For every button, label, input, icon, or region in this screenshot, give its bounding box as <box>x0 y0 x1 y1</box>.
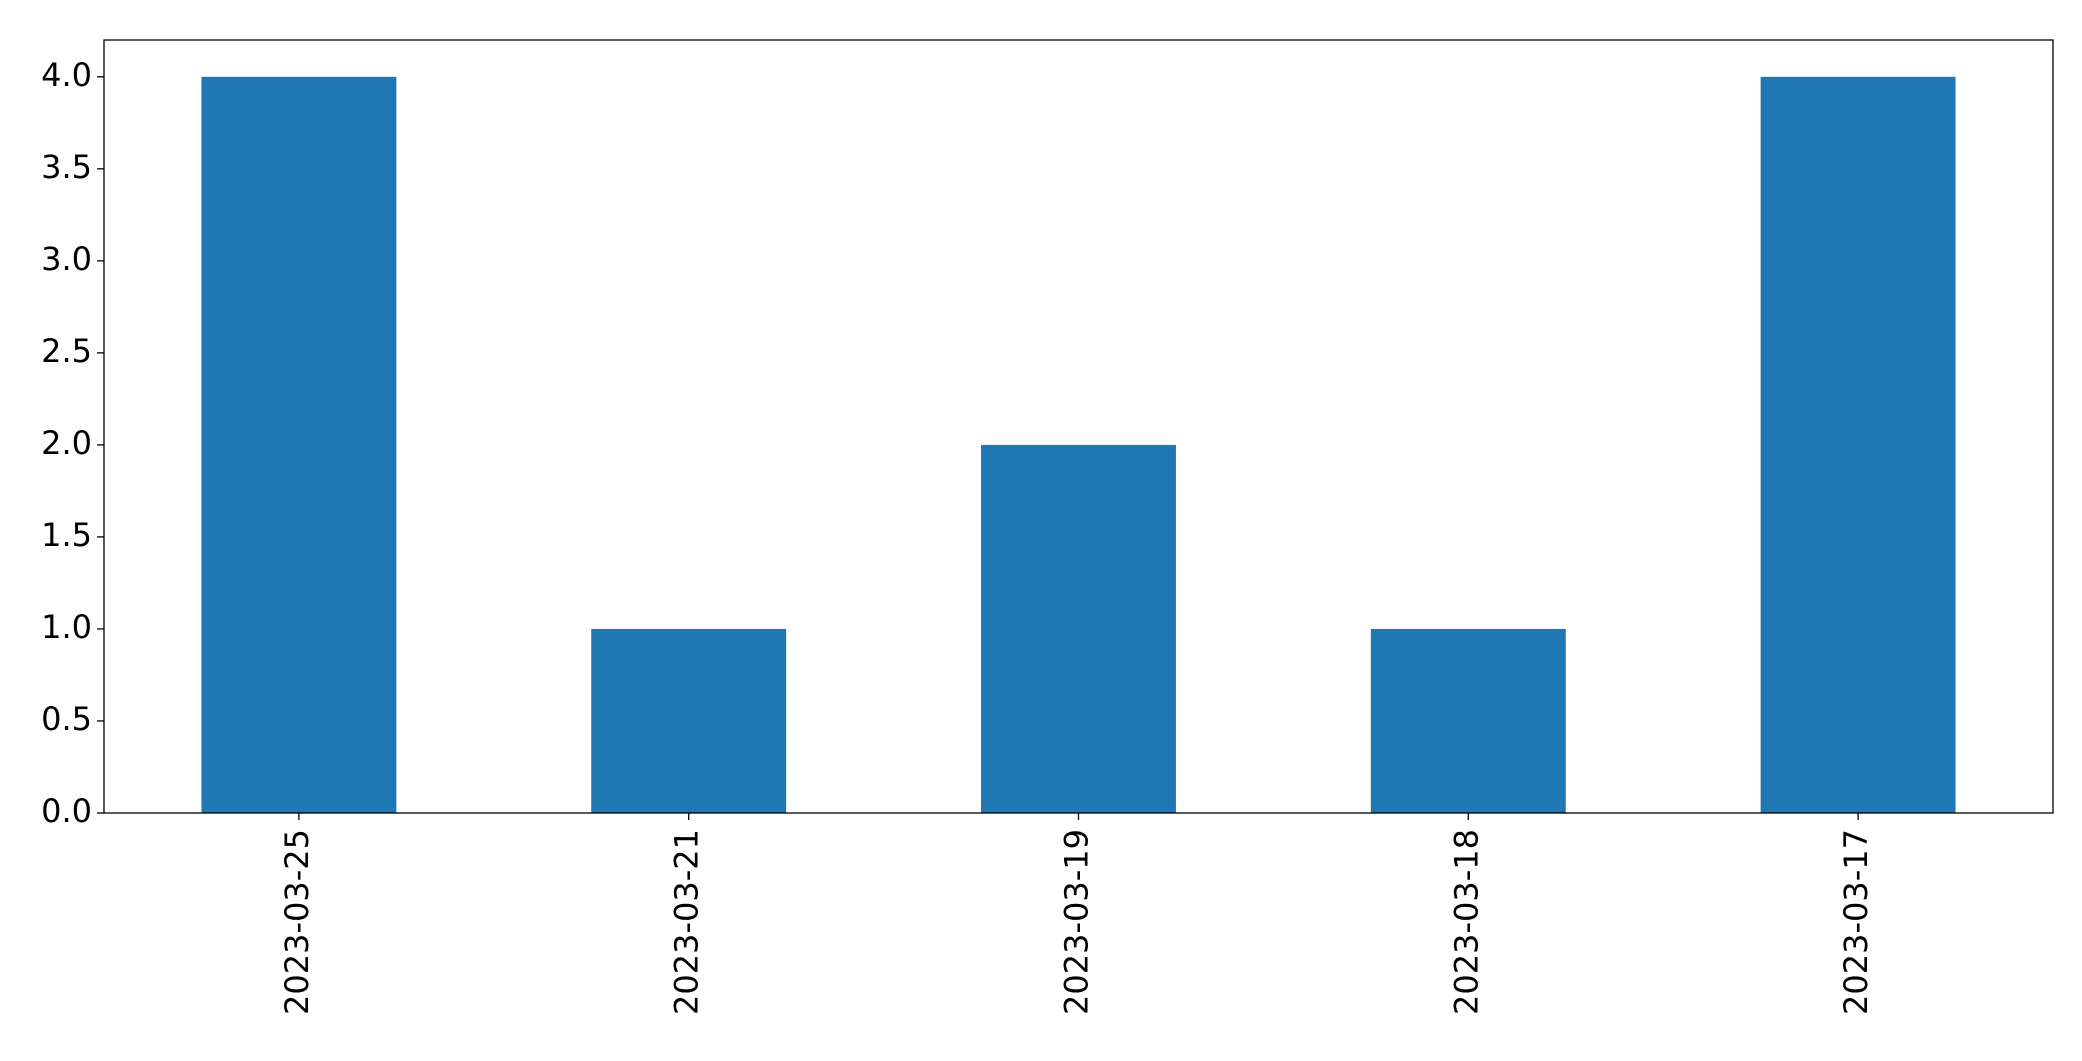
bar <box>201 76 397 814</box>
bar <box>1760 76 1956 814</box>
y-tick-label: 0.5 <box>41 700 92 738</box>
bar <box>981 444 1176 813</box>
y-tick-label: 1.5 <box>41 516 92 554</box>
y-tick-label: 4.0 <box>41 56 92 94</box>
y-tick-label: 1.0 <box>41 608 92 646</box>
x-tick-label: 2023-03-25 <box>278 829 316 1015</box>
x-tick-label: 2023-03-21 <box>668 829 706 1015</box>
y-tick-label: 3.0 <box>41 240 92 278</box>
y-tick-label: 3.5 <box>41 148 92 186</box>
x-tick-label: 2023-03-17 <box>1837 829 1875 1015</box>
bar <box>1370 628 1566 813</box>
axes-frame <box>103 39 2054 814</box>
y-tick-label: 0.0 <box>41 792 92 830</box>
y-tick-label: 2.0 <box>41 424 92 462</box>
y-tick-label: 2.5 <box>41 332 92 370</box>
x-tick-label: 2023-03-19 <box>1058 829 1096 1015</box>
bar <box>591 628 787 813</box>
x-tick-label: 2023-03-18 <box>1447 829 1485 1015</box>
